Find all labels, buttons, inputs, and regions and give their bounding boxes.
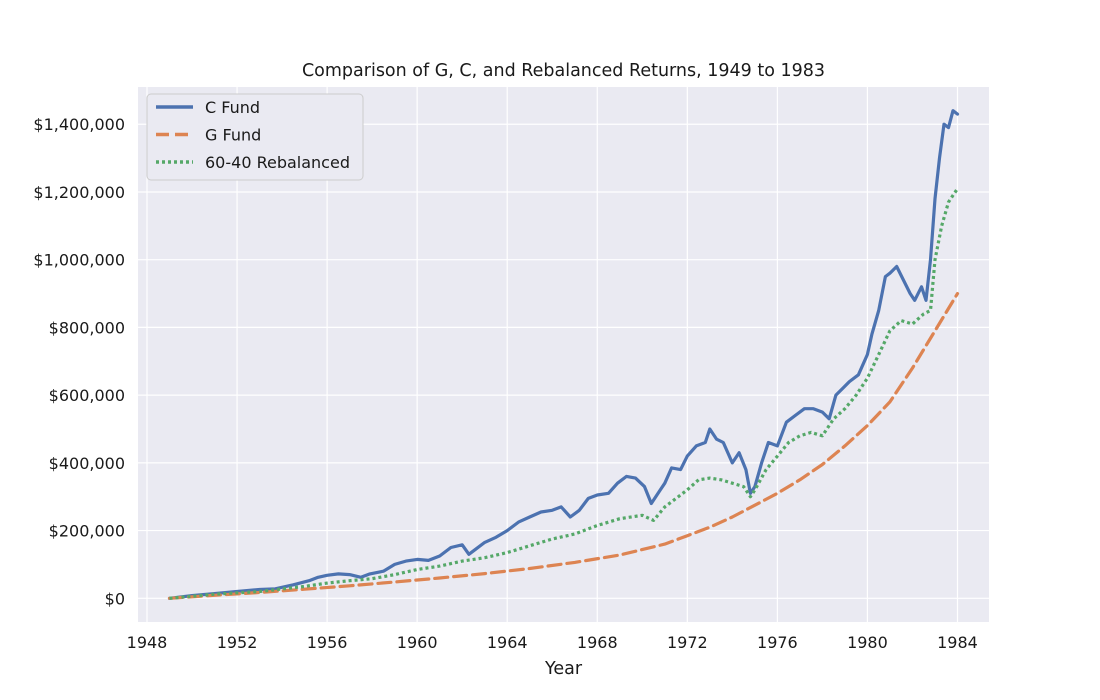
x-axis-label: Year bbox=[544, 659, 583, 679]
chart-title: Comparison of G, C, and Rebalanced Retur… bbox=[302, 61, 825, 81]
x-tick-label: 1952 bbox=[217, 633, 258, 652]
series-line-c-fund bbox=[167, 109, 960, 600]
series-line-g-fund bbox=[167, 292, 960, 600]
legend-label: C Fund bbox=[205, 98, 260, 117]
legend: C Fund G Fund 60-40 Rebalanced bbox=[146, 93, 364, 181]
y-tick-label: $1,200,000 bbox=[33, 183, 125, 202]
x-tick-label: 1980 bbox=[847, 633, 888, 652]
x-tick-label: 1984 bbox=[937, 633, 978, 652]
x-tick-label: 1972 bbox=[667, 633, 708, 652]
series-layer bbox=[167, 109, 960, 600]
x-axis: 1948 1952 1956 1960 1964 1968 1972 1976 1980 1984 bbox=[127, 633, 978, 652]
y-tick-label: $200,000 bbox=[49, 522, 125, 541]
y-tick-label: $800,000 bbox=[49, 318, 125, 337]
legend-box bbox=[146, 93, 364, 181]
x-tick-label: 1964 bbox=[487, 633, 528, 652]
series-line-60-40-rebalanced bbox=[169, 187, 959, 600]
x-tick-label: 1960 bbox=[397, 633, 438, 652]
x-tick-label: 1976 bbox=[757, 633, 798, 652]
y-tick-label: $0 bbox=[105, 589, 125, 608]
y-tick-label: $1,400,000 bbox=[33, 115, 125, 134]
y-tick-label: $1,000,000 bbox=[33, 251, 125, 270]
legend-label: 60-40 Rebalanced bbox=[205, 153, 350, 172]
y-tick-label: $600,000 bbox=[49, 386, 125, 405]
legend-label: G Fund bbox=[205, 126, 261, 145]
y-tick-label: $400,000 bbox=[49, 454, 125, 473]
x-tick-label: 1968 bbox=[577, 633, 618, 652]
x-tick-label: 1956 bbox=[307, 633, 348, 652]
y-axis: $0 $200,000 $400,000 $600,000 $800,000 $1,000… bbox=[33, 115, 125, 608]
x-tick-label: 1948 bbox=[127, 633, 168, 652]
